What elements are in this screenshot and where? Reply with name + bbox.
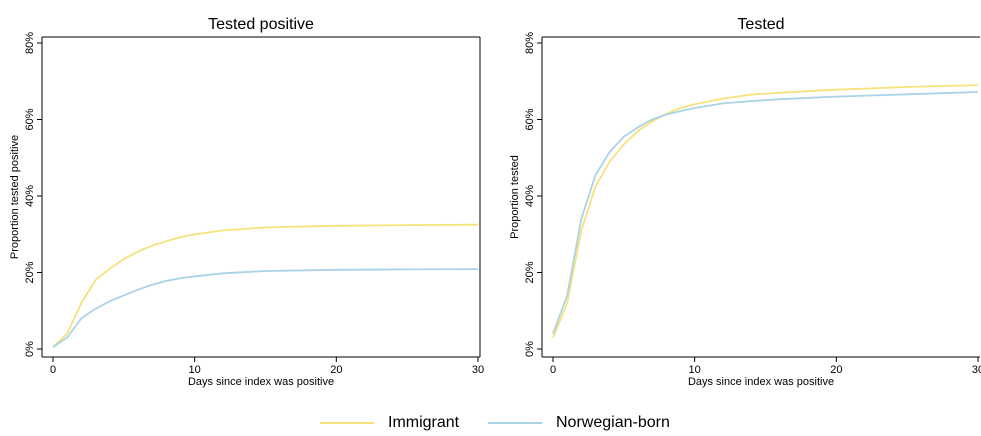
- x-tick-label: 10: [689, 364, 701, 376]
- y-tick-label: 0%: [24, 341, 36, 357]
- legend: Immigrant Norwegian-born: [0, 410, 981, 436]
- x-tick-label: 20: [330, 364, 342, 376]
- chart-title: Tested: [737, 16, 784, 33]
- y-tick-label: 40%: [24, 185, 36, 207]
- legend-swatch-norwegian-born: [488, 422, 542, 424]
- x-axis-label: Days since index was positive: [188, 376, 334, 388]
- y-tick-label: 20%: [24, 261, 36, 283]
- y-tick-label: 60%: [524, 108, 536, 130]
- legend-label-immigrant: Immigrant: [388, 414, 460, 431]
- x-tick-label: 10: [189, 364, 201, 376]
- legend-item-norwegian-born: Norwegian-born: [488, 410, 670, 436]
- x-axis-label: Days since index was positive: [688, 376, 834, 388]
- series-line-norwegian-born: [552, 91, 979, 335]
- y-tick-label: 60%: [24, 108, 36, 130]
- legend-item-immigrant: Immigrant: [320, 410, 459, 436]
- series-line-norwegian-born: [52, 268, 479, 348]
- y-axis-label: Proportion tested: [509, 155, 521, 239]
- y-tick-label: 0%: [524, 341, 536, 357]
- chart-panel-tested: Tested 0% 20% 40% 60% 80% 0 10 20 30 Days since in…: [509, 16, 981, 388]
- x-tick-label: 0: [50, 364, 56, 376]
- x-tick-label: 0: [550, 364, 556, 376]
- legend-label-norwegian-born: Norwegian-born: [556, 414, 670, 431]
- y-axis-label: Proportion tested positive: [9, 135, 21, 259]
- x-tick-label: 30: [972, 364, 981, 376]
- chart-panel-tested-positive: Tested positive 0% 20% 40% 60% 80% 0 10 20 30 Days…: [9, 16, 484, 388]
- chart-title: Tested positive: [208, 16, 314, 33]
- x-tick-label: 30: [472, 364, 484, 376]
- y-tick-label: 20%: [524, 261, 536, 283]
- legend-swatch-immigrant: [320, 422, 374, 424]
- y-tick-label: 40%: [524, 185, 536, 207]
- series-line-immigrant: [552, 84, 979, 338]
- y-tick-label: 80%: [524, 32, 536, 54]
- y-tick-label: 80%: [24, 32, 36, 54]
- series-line-immigrant: [52, 223, 479, 348]
- x-tick-label: 20: [830, 364, 842, 376]
